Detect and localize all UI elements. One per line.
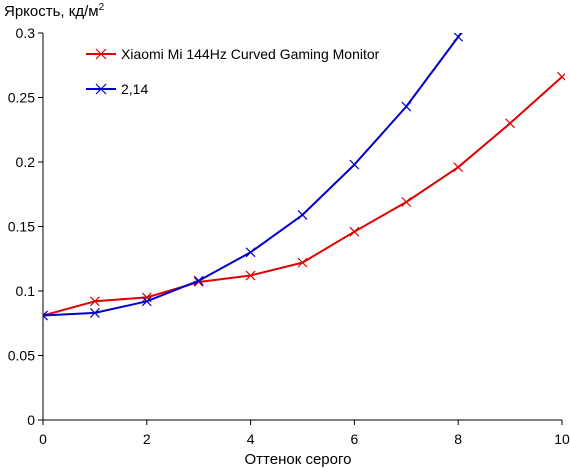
data-point-marker — [557, 71, 565, 82]
legend: Xiaomi Mi 144Hz Curved Gaming Monitor 2,… — [86, 46, 380, 97]
data-point-marker — [505, 118, 516, 129]
data-point-marker — [43, 310, 48, 321]
data-point-marker — [453, 33, 464, 42]
data-point-marker — [141, 296, 152, 307]
y-axis-label: Яркость, кд/м2 — [4, 2, 105, 20]
legend-item-series-0: Xiaomi Mi 144Hz Curved Gaming Monitor — [86, 46, 380, 62]
x-axis-label: Оттенок серого — [245, 451, 352, 468]
data-point-marker — [297, 257, 308, 268]
legend-label: 2,14 — [121, 81, 148, 97]
y-axis-label-superscript: 2 — [99, 2, 105, 13]
data-point-marker — [349, 226, 360, 237]
x-tick-label: 2 — [143, 431, 151, 447]
y-axis-label-text: Яркость, кд/м — [4, 3, 99, 20]
legend-label: Xiaomi Mi 144Hz Curved Gaming Monitor — [121, 46, 380, 62]
data-point-marker — [245, 247, 256, 258]
series-line-0 — [43, 76, 563, 317]
data-point-marker — [89, 296, 100, 307]
y-tick-label: 0 — [27, 412, 35, 428]
series-line-1 — [43, 33, 463, 317]
legend-swatch-marker — [95, 83, 107, 95]
y-tick-label: 0.05 — [8, 348, 35, 364]
y-axis-ticks: 0 0.05 0.1 0.15 0.2 0.25 0.3 — [8, 25, 43, 428]
y-tick-label: 0.15 — [8, 219, 35, 235]
data-point-marker — [453, 162, 464, 173]
x-tick-label: 0 — [39, 431, 47, 447]
data-point-marker — [193, 275, 204, 286]
data-point-marker — [401, 197, 412, 207]
x-tick-label: 10 — [554, 431, 570, 447]
data-point-marker — [349, 159, 360, 170]
data-point-marker — [89, 308, 100, 318]
y-tick-label: 0.3 — [16, 25, 36, 41]
legend-swatch-marker — [95, 48, 107, 60]
x-axis-ticks: 0 2 4 6 8 10 — [39, 420, 570, 447]
y-tick-label: 0.1 — [16, 283, 36, 299]
data-point-marker — [245, 270, 256, 281]
data-point-marker — [297, 209, 308, 220]
legend-item-series-1: 2,14 — [86, 81, 148, 97]
x-tick-label: 6 — [351, 431, 359, 447]
y-tick-label: 0.2 — [16, 154, 36, 170]
x-tick-label: 4 — [247, 431, 255, 447]
series-layer — [43, 33, 565, 321]
y-tick-label: 0.25 — [8, 90, 35, 106]
data-point-marker — [401, 101, 412, 112]
x-tick-label: 8 — [454, 431, 462, 447]
